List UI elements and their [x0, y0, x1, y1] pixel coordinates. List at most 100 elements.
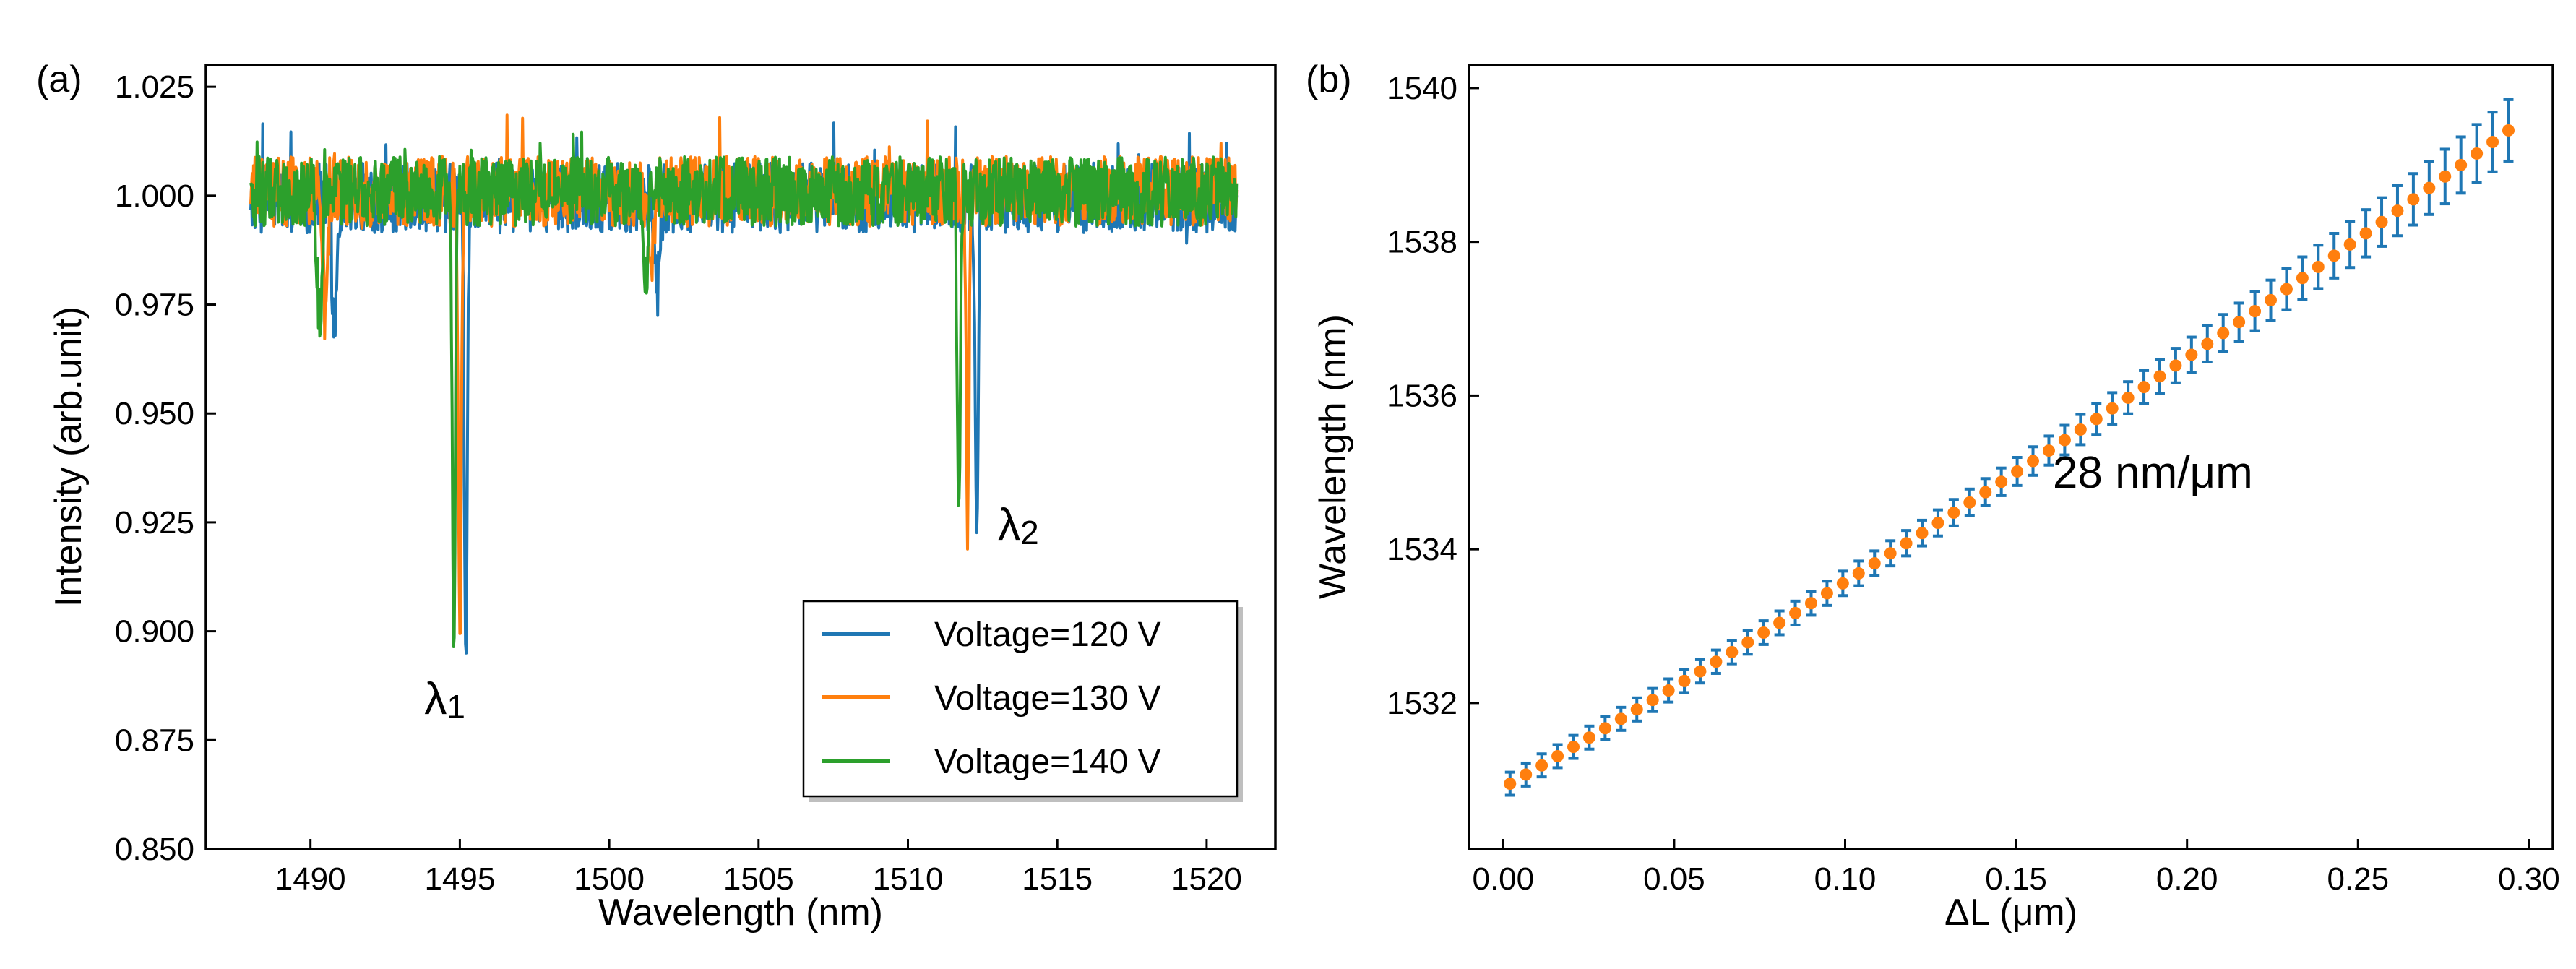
b-point-39 — [2121, 391, 2135, 404]
a-x-tick-label-6: 1520 — [1171, 861, 1242, 897]
a-x-tick-label-1: 1495 — [424, 861, 495, 897]
b-point-36 — [2074, 423, 2087, 436]
panel-a-legend[interactable]: Voltage=120 V Voltage=130 V Voltage=140 … — [802, 600, 1243, 802]
b-point-18 — [1789, 606, 1802, 619]
b-point-11 — [1678, 674, 1691, 687]
b-point-57 — [2407, 193, 2420, 206]
b-point-3 — [1551, 749, 1564, 762]
b-point-26 — [1916, 527, 1929, 540]
b-x-tick-label-0: 0.00 — [1472, 861, 1534, 897]
b-point-60 — [2455, 158, 2468, 171]
b-x-tick-label-6: 0.30 — [2498, 861, 2560, 897]
b-point-44 — [2201, 337, 2214, 350]
panel-b-label: (b) — [1306, 59, 1352, 100]
b-point-12 — [1694, 665, 1707, 678]
b-point-6 — [1598, 722, 1611, 735]
legend-label-140v: Voltage=140 V — [934, 743, 1161, 781]
b-point-17 — [1773, 616, 1786, 629]
b-point-59 — [2439, 170, 2452, 183]
b-y-tick-label-3: 1538 — [1387, 225, 1457, 260]
b-point-62 — [2486, 135, 2499, 148]
b-point-32 — [2011, 465, 2024, 478]
panel-a-annotations: λ1 λ2 — [424, 500, 1038, 725]
b-point-55 — [2375, 215, 2388, 228]
b-point-58 — [2423, 181, 2436, 194]
b-point-43 — [2185, 348, 2198, 361]
a-x-tick-label-0: 1490 — [275, 861, 346, 897]
b-point-16 — [1757, 626, 1770, 639]
a-y-tick-label-3: 0.925 — [115, 505, 194, 541]
panel-a-plot-frame — [204, 64, 1277, 850]
a-y-tick-label-2: 0.900 — [115, 614, 194, 650]
b-point-7 — [1614, 712, 1627, 725]
b-y-tick-label-2: 1536 — [1387, 378, 1457, 413]
b-point-10 — [1662, 684, 1675, 697]
panel-b-ticks: 0.00 0.05 0.10 0.15 0.20 0.25 0.30 1532 1534 1536… — [1387, 71, 2560, 897]
a-y-tick-label-5: 0.975 — [115, 288, 194, 323]
panel-a-x-axis-label: Wavelength (nm) — [598, 892, 883, 934]
b-point-21 — [1836, 577, 1849, 590]
panel-b-y-axis-label: Wavelength (nm) — [1312, 314, 1354, 599]
a-y-tick-label-6: 1.000 — [115, 178, 194, 214]
b-point-54 — [2359, 227, 2372, 240]
panel-b-errorbars — [1504, 98, 2514, 797]
a-y-tick-label-7: 1.025 — [115, 69, 194, 105]
b-point-31 — [1995, 475, 2008, 488]
b-point-25 — [1900, 537, 1913, 550]
b-point-14 — [1726, 645, 1739, 658]
a-annotation-1: λ2 — [998, 500, 1039, 551]
b-point-56 — [2391, 204, 2404, 218]
b-point-23 — [1868, 557, 1881, 570]
panel-b-wavelength-vs-deltaL: (b) 0.00 0.05 0.10 0.15 0.20 0.25 0.30 1532 1534… — [1306, 59, 2560, 934]
b-point-1 — [1520, 768, 1533, 781]
b-point-52 — [2327, 249, 2340, 262]
b-point-20 — [1820, 587, 1833, 600]
b-point-4 — [1567, 741, 1580, 754]
panel-a-y-axis-label: Intensity (arb.unit) — [48, 306, 90, 607]
b-x-tick-label-3: 0.15 — [1985, 861, 2047, 897]
b-point-9 — [1646, 694, 1659, 707]
b-point-34 — [2042, 444, 2055, 457]
b-point-46 — [2233, 316, 2246, 329]
b-y-tick-label-0: 1532 — [1387, 686, 1457, 721]
b-point-38 — [2106, 402, 2119, 415]
a-series-line-2 — [249, 130, 1239, 648]
panel-a-series-group — [249, 113, 1239, 655]
b-point-15 — [1741, 636, 1754, 649]
panel-b-annotations: 28 nm/μm — [2053, 448, 2253, 498]
panel-b-x-axis-label: ΔL (μm) — [1944, 892, 2077, 934]
b-y-tick-label-4: 1540 — [1387, 71, 1457, 106]
b-point-53 — [2343, 238, 2356, 251]
b-point-61 — [2471, 147, 2484, 160]
b-point-41 — [2153, 370, 2166, 383]
b-point-63 — [2502, 124, 2515, 137]
b-point-35 — [2058, 434, 2071, 447]
b-point-8 — [1630, 703, 1643, 716]
b-point-28 — [1947, 507, 1960, 520]
b-y-tick-label-1: 1534 — [1387, 532, 1457, 567]
b-point-0 — [1504, 778, 1517, 791]
b-point-45 — [2217, 327, 2230, 340]
b-point-51 — [2312, 260, 2325, 273]
b-point-2 — [1535, 759, 1548, 772]
legend-label-130v: Voltage=130 V — [934, 679, 1161, 718]
b-point-29 — [1963, 496, 1976, 509]
b-slope-annotation: 28 nm/μm — [2053, 448, 2253, 498]
a-x-tick-label-2: 1500 — [574, 861, 645, 897]
a-x-tick-label-3: 1505 — [723, 861, 794, 897]
panel-b-points — [1504, 124, 2515, 791]
b-point-5 — [1582, 731, 1595, 744]
a-x-tick-label-4: 1510 — [873, 861, 944, 897]
b-x-tick-label-2: 0.10 — [1814, 861, 1877, 897]
a-x-tick-label-5: 1515 — [1022, 861, 1093, 897]
b-x-tick-label-4: 0.20 — [2156, 861, 2218, 897]
b-point-40 — [2137, 381, 2150, 394]
b-point-27 — [1931, 517, 1944, 530]
b-point-19 — [1804, 597, 1817, 610]
a-y-tick-label-4: 0.950 — [115, 396, 194, 431]
panel-a-intensity-spectrum: (a) 1490 1495 1500 1505 1510 1515 1520 0.850 0.8… — [36, 59, 1277, 934]
b-point-50 — [2296, 272, 2309, 285]
b-point-22 — [1852, 567, 1865, 580]
panel-a-label: (a) — [36, 59, 82, 100]
